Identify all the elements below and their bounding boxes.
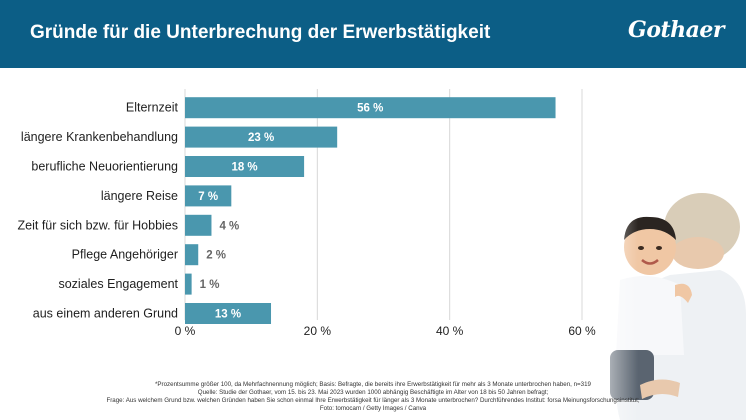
- footnote: *Prozentsumme größer 100, da Mehrfachnen…: [0, 381, 746, 413]
- value-label: 23 %: [248, 132, 274, 144]
- footnote-line: *Prozentsumme größer 100, da Mehrfachnen…: [155, 381, 591, 388]
- bar: [185, 156, 305, 177]
- footnote-line: Quelle: Studie der Gothaer, vom 15. bis …: [197, 389, 549, 396]
- bars: [185, 97, 556, 324]
- bar-chart: Elternzeit längere Krankenbehandlung beruf…: [18, 89, 596, 338]
- gridlines: [184, 89, 583, 320]
- category-label: Elternzeit: [126, 101, 179, 115]
- footnote-line: Frage: Aus welchem Grund bzw. welchen Gr…: [106, 397, 640, 404]
- x-axis-ticks: 0 % 20 % 40 % 60 %: [175, 324, 596, 338]
- value-label: 2 %: [206, 250, 226, 262]
- category-label: längere Krankenbehandlung: [21, 130, 178, 144]
- x-tick-label: 60 %: [568, 324, 596, 338]
- category-label: Pflege Angehöriger: [72, 248, 178, 262]
- bar: [185, 185, 232, 207]
- bar: [185, 244, 199, 266]
- category-label: aus einem anderen Grund: [33, 307, 178, 321]
- value-label: 7 %: [198, 191, 218, 203]
- value-labels: 56 % 23 % 18 % 7 % 4 % 2 % 1 % 13 %: [198, 103, 383, 321]
- value-label: 13 %: [215, 309, 241, 321]
- category-label: Zeit für sich bzw. für Hobbies: [18, 218, 178, 232]
- category-label: längere Reise: [101, 189, 178, 203]
- header-banner: Gründe für die Unterbrechung der Erwerbs…: [0, 0, 746, 68]
- footnote-line: Foto: tomocam / Getty Images / Canva: [319, 405, 427, 412]
- x-tick-label: 20 %: [304, 324, 332, 338]
- bar: [185, 214, 212, 236]
- bar: [185, 126, 338, 148]
- value-label: 18 %: [231, 162, 257, 174]
- value-label: 1 %: [200, 279, 220, 291]
- x-tick-label: 0 %: [175, 324, 196, 338]
- bar: [185, 97, 556, 119]
- category-label: soziales Engagement: [58, 277, 178, 291]
- bar: [185, 273, 192, 295]
- value-label: 4 %: [219, 220, 239, 232]
- page-title: Gründe für die Unterbrechung der Erwerbs…: [30, 22, 491, 43]
- parent-child-photo: [580, 185, 746, 420]
- category-labels: Elternzeit längere Krankenbehandlung beruf…: [18, 101, 179, 321]
- value-label: 56 %: [357, 103, 383, 115]
- gothaer-logo: Gothaer: [628, 17, 724, 43]
- x-tick-label: 40 %: [436, 324, 464, 338]
- bar: [185, 303, 272, 324]
- category-label: berufliche Neuorientierung: [31, 160, 178, 174]
